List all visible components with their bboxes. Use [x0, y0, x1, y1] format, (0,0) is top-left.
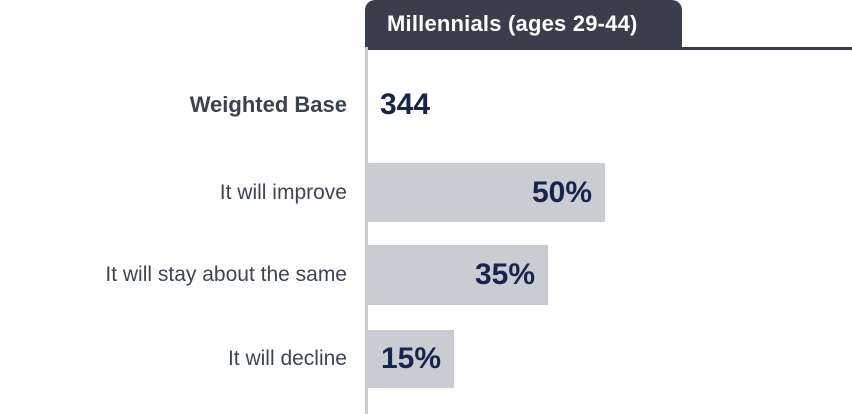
- chart-group-header: Millennials (ages 29-44): [365, 0, 682, 47]
- category-label: It will decline: [227, 347, 347, 370]
- bar: 50%: [368, 163, 605, 222]
- bar-value-label: 35%: [474, 258, 535, 291]
- bar: 15%: [368, 330, 454, 388]
- header-rule-line: [365, 47, 852, 50]
- chart-axis-line: [365, 47, 368, 414]
- category-label: It will improve: [219, 180, 347, 204]
- bar-value-label: 50%: [531, 175, 592, 209]
- bar-value-label: 15%: [380, 342, 441, 375]
- bar: 35%: [368, 245, 548, 305]
- chart-group-title: Millennials (ages 29-44): [387, 10, 638, 36]
- weighted-base-value: 344: [380, 88, 431, 121]
- category-label: It will stay about the same: [105, 263, 347, 286]
- weighted-base-label: Weighted Base: [189, 92, 347, 117]
